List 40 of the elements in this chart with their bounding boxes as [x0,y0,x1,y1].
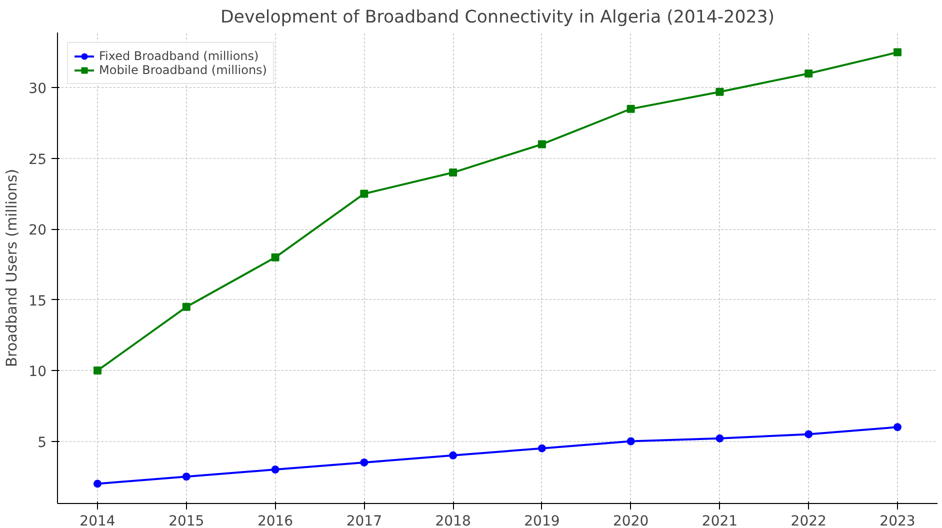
point [804,70,813,78]
point [449,451,458,460]
y-tick-label: 25 [28,152,47,168]
x-tick-label: 2023 [880,514,916,528]
y-tick-label: 5 [38,434,47,451]
point [271,466,280,474]
x-tick-label: 2019 [524,514,560,528]
point [894,423,902,432]
point [271,253,280,262]
x-tick-label: 2020 [613,514,649,528]
x-tick-label: 2015 [168,514,204,528]
point [360,458,368,466]
x-tick-label: 2016 [257,514,294,528]
point [182,302,190,311]
y-tick-label: 30 [28,81,47,98]
x-tick-label: 2017 [346,514,382,528]
point [716,434,724,442]
x-tick-label: 2014 [80,514,116,528]
point [94,480,102,488]
point [716,88,724,96]
x-tick-label: 2022 [790,514,826,528]
legend-label: Mobile Broadband (millions) [99,63,267,77]
point [626,104,635,113]
chart-title: Development of Broadband Connectivity in Algeria (2014-2023) [220,8,775,28]
point [94,366,102,375]
y-tick-label: 10 [28,364,47,380]
x-tick-label: 2021 [702,514,738,528]
point [538,444,546,452]
point [804,430,813,438]
point [360,190,368,198]
point [182,472,190,481]
y-tick-label: 20 [28,222,47,239]
legend-label: Fixed Broadband (millions) [99,49,259,63]
point [538,140,546,148]
point [894,48,902,56]
x-tick-label: 2018 [435,514,471,528]
y-axis-title: Broadband Users (millions) [4,168,21,368]
point [626,437,635,446]
point [449,168,458,177]
y-tick-label: 15 [28,293,47,310]
